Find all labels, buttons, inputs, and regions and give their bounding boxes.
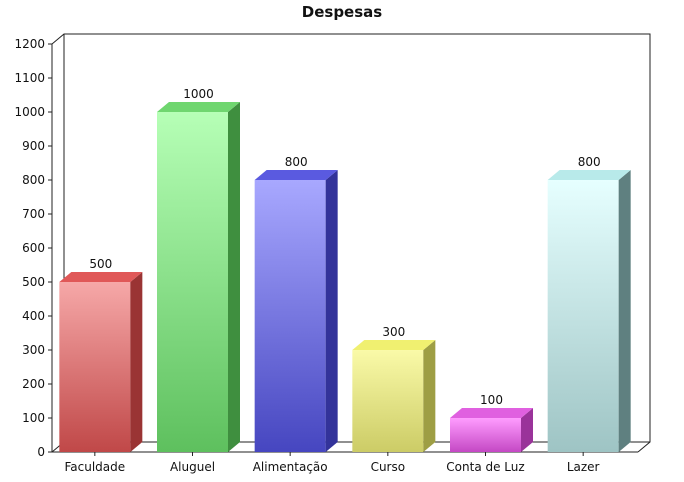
y-tick-label: 600 (22, 241, 45, 255)
bar (450, 418, 521, 452)
y-tick-label: 700 (22, 207, 45, 221)
bar-side (325, 170, 338, 452)
x-tick-label: Curso (371, 460, 406, 474)
y-tick-label: 1000 (14, 105, 45, 119)
y-axis: 0 100 200 300 400 500 600 700 800 900 1000 1100 1200 (14, 37, 52, 459)
y-tick-label: 100 (22, 411, 45, 425)
data-label: 800 (285, 155, 308, 169)
bar-top (254, 170, 338, 180)
bar-side (521, 408, 533, 452)
y-tick-label: 300 (22, 343, 45, 357)
y-tick-label: 900 (22, 139, 45, 153)
bar-group: 100 (450, 393, 533, 452)
bar-side (423, 340, 436, 452)
x-tick-label: Conta de Luz (446, 460, 524, 474)
bar-side (228, 102, 240, 452)
bar (59, 282, 131, 452)
bar-side (130, 272, 143, 452)
bar-group: 800 (547, 155, 631, 452)
bar-group: 300 (352, 325, 436, 452)
y-tick-label: 800 (22, 173, 45, 187)
bar (547, 180, 619, 452)
x-tick-label: Aluguel (170, 460, 215, 474)
data-label: 100 (480, 393, 503, 407)
y-tick-label: 400 (22, 309, 45, 323)
back-panel-edge (51, 33, 651, 453)
bar-top (157, 102, 240, 112)
x-tick-label: Faculdade (64, 460, 125, 474)
bar-top (547, 170, 631, 180)
y-tick-label: 0 (37, 445, 45, 459)
bar (352, 350, 424, 452)
data-label: 1000 (183, 87, 214, 101)
bar-top (450, 408, 533, 418)
x-tick-label: Alimentação (253, 460, 328, 474)
bar-group: 500 (59, 257, 143, 452)
x-axis: Faculdade Aluguel Alimentação Curso Conta de… (64, 452, 600, 474)
y-tick-label: 1100 (14, 71, 45, 85)
bar-top (59, 272, 143, 282)
data-label: 800 (578, 155, 601, 169)
bars: 500 1000 800 300 100 800 (59, 87, 631, 452)
y-tick-label: 500 (22, 275, 45, 289)
bar-group: 800 (254, 155, 338, 452)
y-tick-label: 200 (22, 377, 45, 391)
chart-title: Despesas (302, 3, 383, 21)
data-label: 300 (382, 325, 405, 339)
data-label: 500 (89, 257, 112, 271)
x-tick-label: Lazer (567, 460, 600, 474)
bar-side (618, 170, 631, 452)
bar (254, 180, 326, 452)
bar (157, 112, 228, 452)
bar-top (352, 340, 436, 350)
y-tick-label: 1200 (14, 37, 45, 51)
bar-group: 1000 (157, 87, 240, 452)
